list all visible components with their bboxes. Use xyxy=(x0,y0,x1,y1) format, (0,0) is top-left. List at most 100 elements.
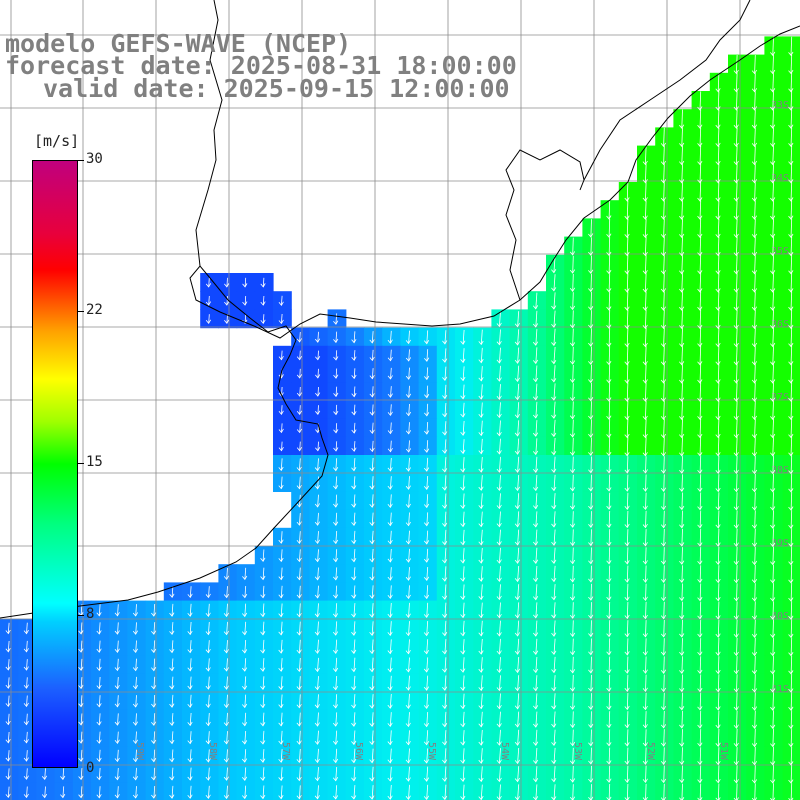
wind-cell xyxy=(637,400,656,420)
wind-arrow xyxy=(790,236,793,256)
wind-arrow-head xyxy=(733,397,739,402)
wind-arrow-head xyxy=(569,360,576,365)
wind-arrow xyxy=(80,731,83,744)
wind-arrow xyxy=(335,530,338,544)
wind-arrow xyxy=(553,711,556,728)
wind-arrow-head xyxy=(642,251,648,257)
wind-arrow xyxy=(408,766,410,782)
wind-cell xyxy=(345,728,365,747)
wind-arrow-head xyxy=(478,377,484,382)
wind-arrow xyxy=(153,767,156,780)
wind-cell xyxy=(163,673,183,693)
wind-arrow-head xyxy=(697,397,703,402)
wind-arrow xyxy=(790,492,793,511)
wind-arrow-head xyxy=(770,270,776,275)
wind-arrow-head xyxy=(132,612,139,617)
wind-cell xyxy=(691,418,711,438)
wind-arrow xyxy=(517,729,520,746)
wind-cell xyxy=(637,637,656,656)
wind-arrow xyxy=(736,510,738,529)
wind-arrow-head xyxy=(278,319,284,325)
wind-arrow-head xyxy=(770,433,776,439)
wind-arrow-head xyxy=(241,703,248,709)
wind-arrow-head xyxy=(405,686,411,691)
wind-cell xyxy=(546,382,565,401)
wind-cell xyxy=(127,782,147,800)
wind-arrow-head xyxy=(296,667,302,673)
wind-arrow xyxy=(736,565,738,583)
wind-arrow-head xyxy=(715,288,721,293)
wind-arrow xyxy=(590,711,592,728)
wind-arrow xyxy=(517,620,520,637)
wind-arrow xyxy=(408,585,410,599)
wind-arrow-head xyxy=(751,688,758,693)
wind-arrow xyxy=(626,182,629,202)
wind-arrow-head xyxy=(187,739,193,745)
wind-cell xyxy=(291,400,310,420)
wind-cell xyxy=(382,455,401,474)
wind-arrow xyxy=(699,145,702,165)
wind-arrow xyxy=(699,327,702,347)
wind-arrow-head xyxy=(423,613,430,619)
wind-arrow-head xyxy=(315,374,321,379)
wind-arrow xyxy=(462,548,465,563)
wind-arrow-head xyxy=(333,320,339,325)
wind-arrow-head xyxy=(296,776,302,782)
wind-arrow xyxy=(790,655,793,674)
wind-arrow-head xyxy=(423,540,430,545)
wind-arrow xyxy=(426,693,429,709)
wind-arrow-head xyxy=(733,724,739,729)
wind-arrow xyxy=(535,675,538,691)
wind-cell xyxy=(564,582,583,602)
colorbar-tick-label: 8 xyxy=(86,606,95,622)
wind-arrow xyxy=(389,712,392,727)
wind-cell xyxy=(291,509,310,529)
wind-arrow-head xyxy=(733,433,739,439)
wind-arrow xyxy=(717,327,720,347)
wind-cell xyxy=(764,491,784,511)
wind-cell xyxy=(364,637,383,656)
wind-arrow xyxy=(772,36,774,56)
wind-cell xyxy=(655,546,674,565)
wind-cell xyxy=(382,564,401,583)
wind-arrow-head xyxy=(788,597,794,602)
wind-arrow xyxy=(226,640,228,653)
wind-cell xyxy=(418,582,438,602)
wind-arrow xyxy=(790,54,793,74)
wind-arrow xyxy=(699,127,702,147)
wind-cell xyxy=(709,582,729,602)
wind-arrow-head xyxy=(532,723,539,728)
wind-arrow xyxy=(681,291,683,311)
wind-arrow xyxy=(553,656,556,673)
wind-arrow xyxy=(389,766,392,782)
wind-arrow xyxy=(590,674,592,692)
wind-cell xyxy=(564,364,583,383)
wind-arrow xyxy=(480,402,483,418)
wind-arrow-head xyxy=(551,378,557,383)
wind-arrow xyxy=(699,601,702,619)
wind-cell xyxy=(600,673,620,693)
wind-arrow xyxy=(663,437,665,456)
wind-cell xyxy=(673,109,693,128)
wind-arrow-head xyxy=(770,579,776,584)
wind-arrow-head xyxy=(624,651,630,656)
wind-arrow xyxy=(371,476,374,490)
wind-cell xyxy=(618,637,638,656)
wind-arrow xyxy=(317,694,319,708)
wind-cell xyxy=(564,436,583,456)
wind-arrow-head xyxy=(532,705,539,710)
wind-arrow-head xyxy=(588,468,594,474)
wind-cell xyxy=(163,746,183,765)
wind-arrow xyxy=(372,422,374,434)
wind-cell xyxy=(163,582,183,602)
wind-arrow xyxy=(717,546,720,565)
wind-arrow xyxy=(208,603,210,617)
wind-arrow xyxy=(681,164,683,183)
wind-cell xyxy=(309,345,329,365)
wind-arrow xyxy=(535,438,538,455)
wind-arrow-head xyxy=(606,415,612,420)
wind-arrow-head xyxy=(697,615,703,620)
wind-arrow-head xyxy=(679,560,685,565)
wind-arrow xyxy=(590,638,592,655)
wind-arrow-head xyxy=(588,505,594,510)
